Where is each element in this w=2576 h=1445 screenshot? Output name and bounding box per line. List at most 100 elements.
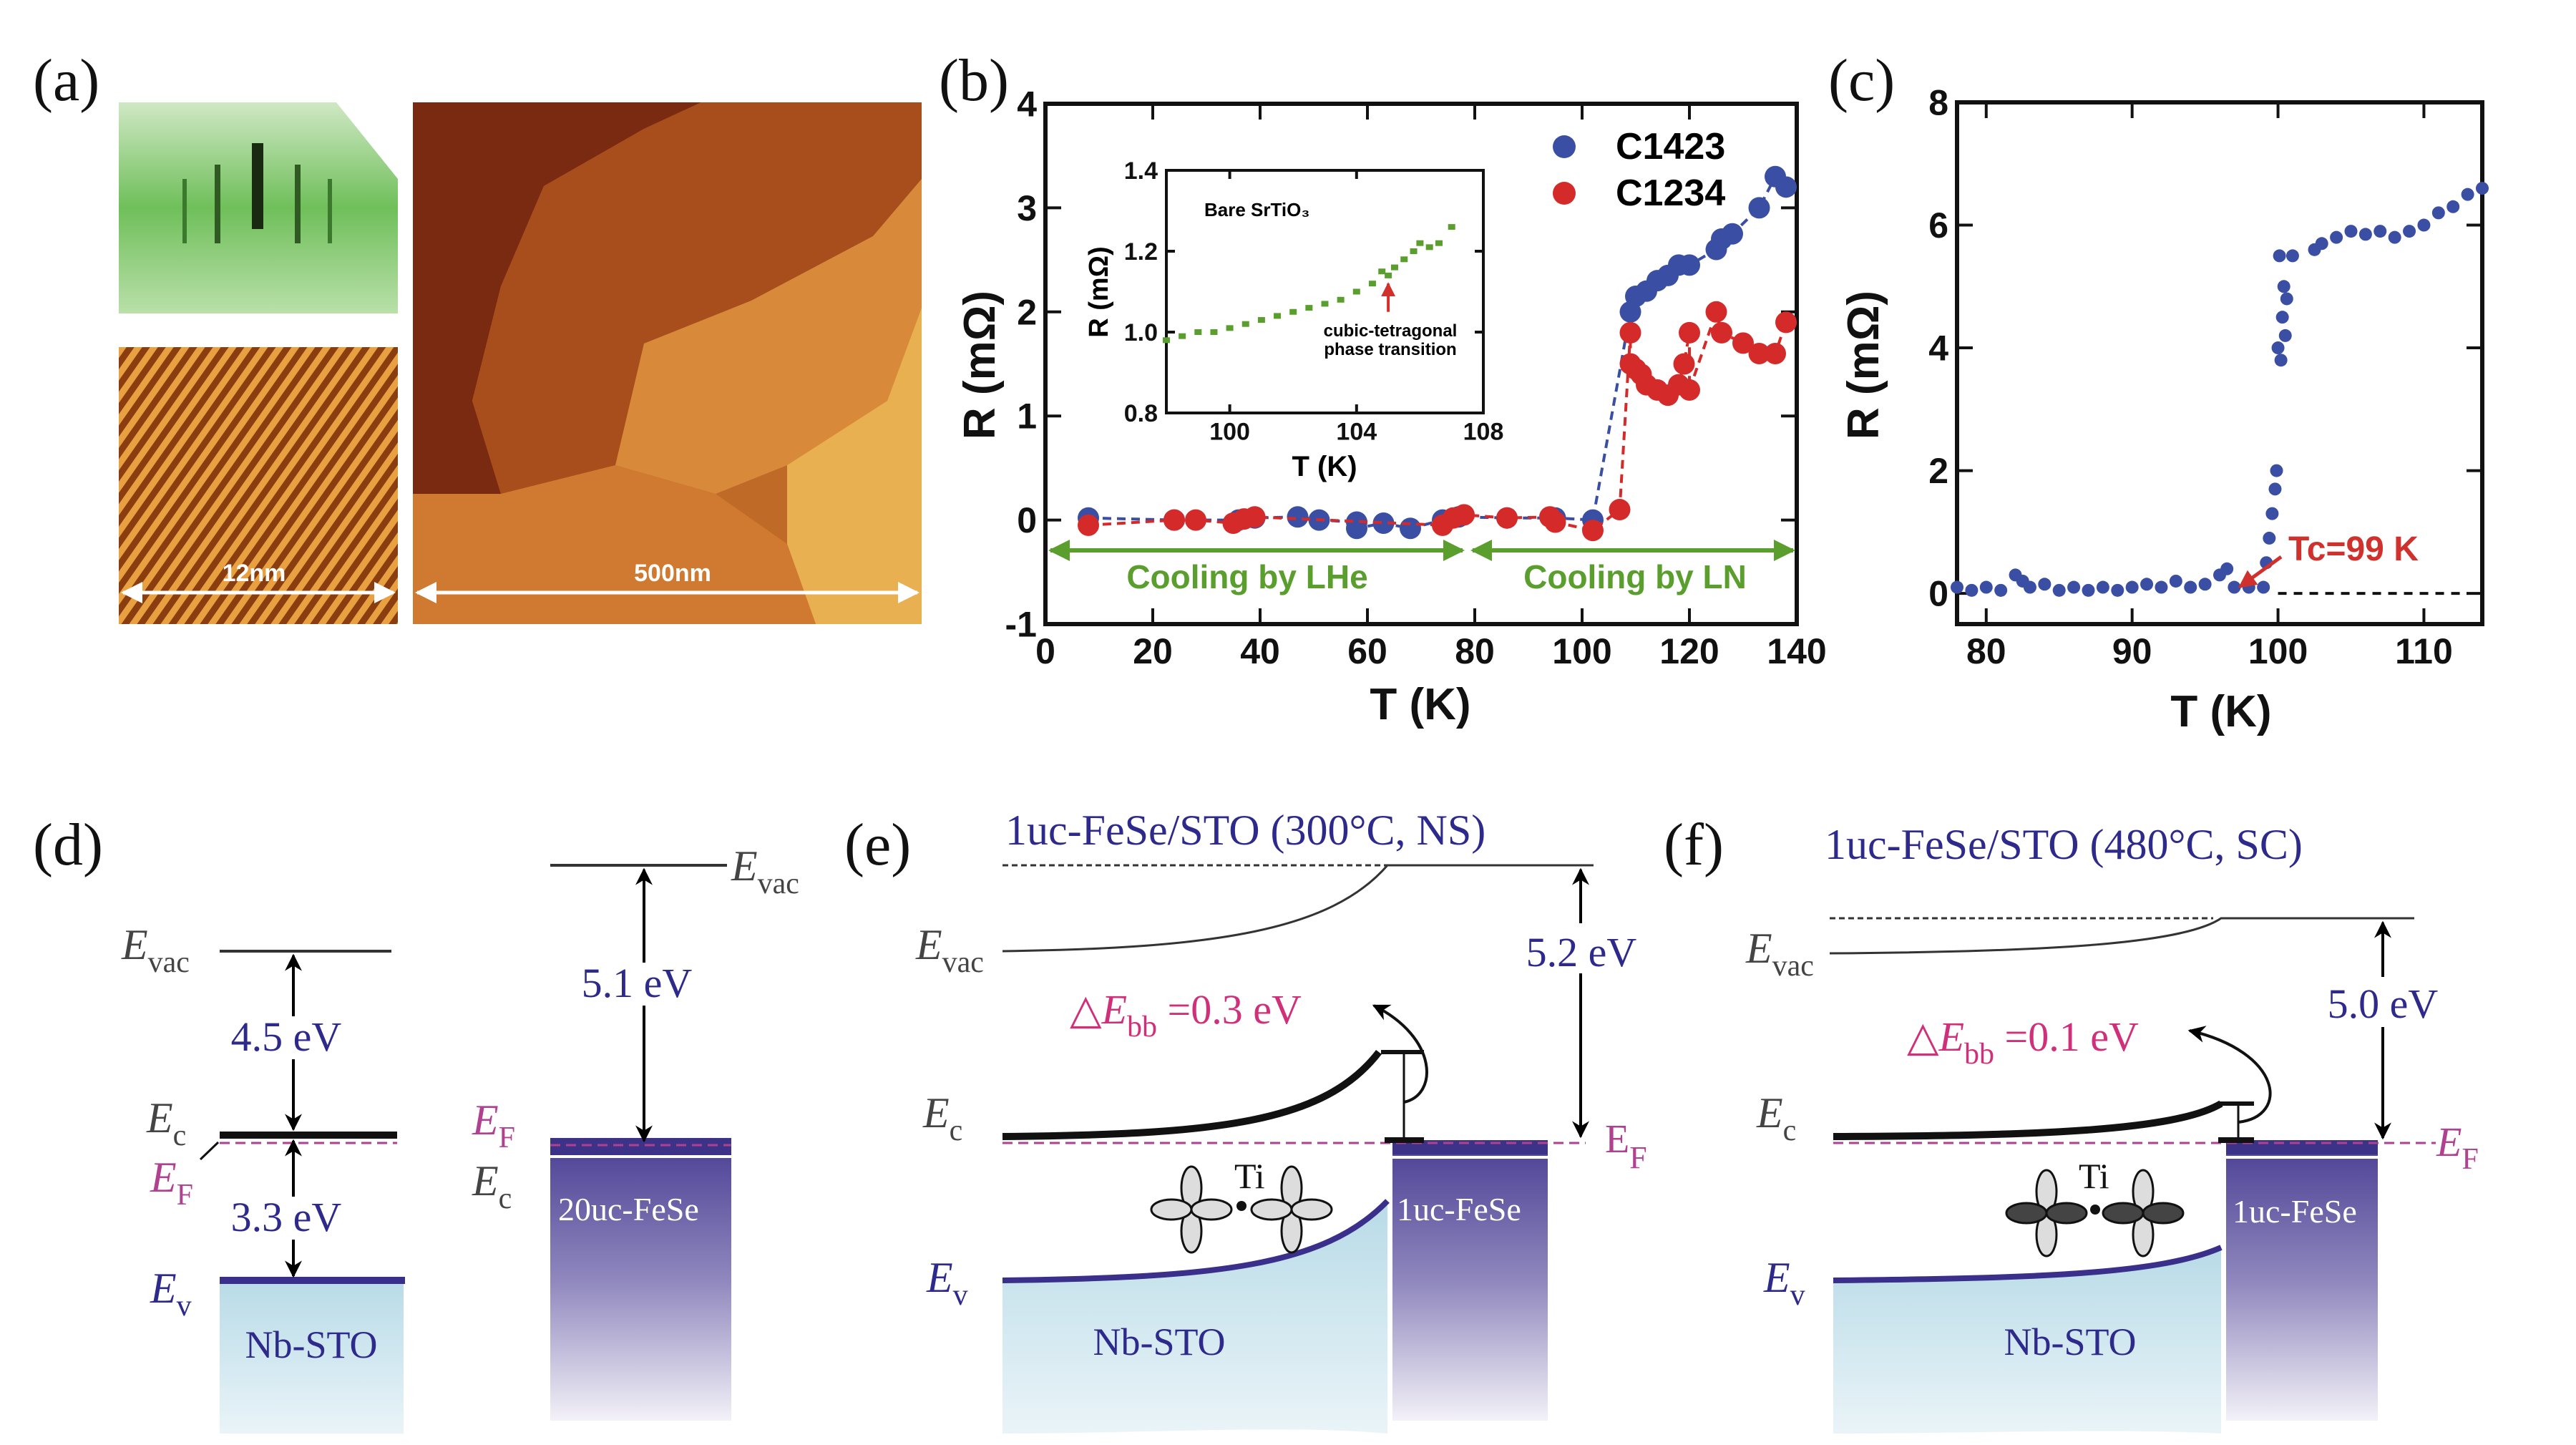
- panel-label-c: (c): [1828, 47, 1895, 114]
- legend-label-c1234: C1234: [1616, 172, 1725, 214]
- title-f: 1uc-FeSe/STO (480°C, SC): [1825, 821, 2303, 868]
- inset-data-point: [1378, 268, 1386, 275]
- data-point-c1234: [1185, 509, 1206, 531]
- data-point-c1423: [1400, 517, 1421, 540]
- data-point: [2446, 200, 2460, 213]
- data-point-c1234: [1705, 301, 1727, 323]
- chart-b-ylabel: R (mΩ): [955, 291, 1005, 439]
- nb-sto-region-f: [1833, 1247, 2221, 1434]
- chart-c-ticks: 80 90 100 110 0 2 4 6 8: [1928, 83, 2482, 671]
- inset-data-point: [1163, 337, 1170, 344]
- label-ef-f: EF: [2436, 1119, 2479, 1176]
- data-point: [2023, 580, 2036, 594]
- inset-xtick-label: 108: [1463, 418, 1504, 445]
- inset-data-point: [1352, 288, 1360, 295]
- inset-data-point: [1448, 224, 1455, 230]
- data-point: [2265, 507, 2279, 520]
- label-ef-e: EF: [1605, 1117, 1647, 1175]
- data-point: [2096, 580, 2109, 594]
- chart-b-ytick-label: 4: [1017, 84, 1037, 125]
- data-point: [2270, 464, 2283, 477]
- data-point-c1234: [1496, 507, 1518, 529]
- inset-ytick-label: 1.2: [1124, 238, 1158, 266]
- chart-c-frame: [1955, 100, 2484, 626]
- inset-data-point: [1321, 301, 1329, 307]
- ti-label-e: Ti: [1234, 1156, 1265, 1196]
- inset-annotation-line1: cubic-tetragonal: [1324, 321, 1458, 341]
- inset-data-point: [1274, 313, 1282, 319]
- inset-data-point: [1257, 317, 1265, 323]
- data-point-c1234: [1609, 499, 1631, 521]
- data-point-c1234: [1163, 509, 1185, 531]
- inset-xtick-label: 104: [1336, 418, 1377, 445]
- chart-b-xtick-label: 140: [1767, 631, 1826, 671]
- data-point-c1234: [1748, 342, 1770, 364]
- substrate-label-f: Nb-STO: [2004, 1320, 2136, 1363]
- label-evac-f: Evac: [1745, 925, 1814, 983]
- inset-data-point: [1416, 240, 1424, 246]
- data-point: [2082, 583, 2095, 597]
- data-point: [2184, 580, 2197, 594]
- panel-d: (d) 4.5 eV 3.3 eV Evac Ec EF Ev Nb-STO 5…: [33, 812, 799, 1434]
- label-ev-d: Ev: [150, 1265, 192, 1323]
- band-bending-f: △Ebb =0.1 eV: [1907, 1013, 2139, 1071]
- data-point: [2198, 578, 2212, 591]
- ec-curve-f: [1833, 1100, 2223, 1140]
- chart-b-xtick-label: 0: [1035, 631, 1055, 671]
- inset-data-point: [1368, 281, 1376, 287]
- chart-c-plot: [1951, 182, 2489, 597]
- panel-label-b: (b): [939, 47, 1009, 114]
- label-evac-d: Evac: [121, 921, 190, 979]
- inset-xtick-label: 100: [1209, 418, 1250, 445]
- nb-sto-block: [220, 1280, 404, 1434]
- inset-data-point: [1289, 308, 1297, 315]
- panel-label-d: (d): [33, 812, 103, 878]
- inset-data-point: [1435, 240, 1443, 246]
- data-point: [2344, 225, 2358, 238]
- data-point: [2052, 583, 2066, 597]
- panel-e: (e) 1uc-FeSe/STO (300°C, NS) 5.2 eV △Ebb…: [844, 807, 1653, 1434]
- work-function-5-0ev: 5.0 eV: [2328, 981, 2439, 1027]
- label-ec-d: Ec: [146, 1094, 186, 1152]
- stm-terrace-image: 500nm: [413, 102, 922, 624]
- chart-c-ytick-label: 0: [1928, 574, 1948, 614]
- chart-c-xlabel: T (K): [2170, 687, 2271, 736]
- ti-orbitals-e: Ti: [1150, 1156, 1333, 1254]
- inset-data-point: [1337, 296, 1345, 303]
- evac-curve-f: [1829, 917, 2414, 955]
- inset-annotation-line2: phase transition: [1324, 340, 1456, 359]
- fese-20uc-block: [550, 1138, 731, 1421]
- chart-b-xtick-label: 100: [1552, 631, 1611, 671]
- label-ev-f: Ev: [1763, 1254, 1805, 1312]
- data-point-c1234: [1078, 514, 1099, 536]
- inset-ytick-label: 1.0: [1124, 319, 1158, 346]
- chart-b-plot: [1078, 165, 1797, 542]
- gap-3-3ev: 3.3 eV: [231, 1194, 342, 1240]
- data-point: [2275, 311, 2289, 324]
- data-point-c1234: [1775, 311, 1797, 334]
- data-point-c1234: [1244, 506, 1266, 528]
- data-point-c1234: [1582, 520, 1604, 542]
- film-label-f: 1uc-FeSe: [2233, 1193, 2357, 1230]
- chart-c-ytick-label: 4: [1928, 329, 1948, 369]
- label-ef-d: EF: [150, 1154, 193, 1212]
- label-ev-e: Ev: [926, 1254, 968, 1312]
- inset-title: Bare SrTiO₃: [1204, 199, 1309, 220]
- inset-ticks: 100 104 108 0.8 1.0 1.2 1.4: [1124, 157, 1504, 446]
- chart-b-ytick-label: 0: [1017, 500, 1037, 540]
- panel-label-e: (e): [844, 812, 911, 878]
- scale-bar-large: 500nm: [634, 560, 711, 587]
- ti-label-f: Ti: [2079, 1156, 2109, 1196]
- label-ef-fese: EF: [472, 1096, 515, 1154]
- data-point-c1234: [1619, 321, 1641, 344]
- ev-band-e: [1002, 1199, 1390, 1283]
- data-point: [2278, 329, 2292, 342]
- panel-f: (f) 1uc-FeSe/STO (480°C, SC) 5.0 eV △Ebb…: [1664, 812, 2479, 1434]
- nb-sto-region-e: [1002, 1201, 1387, 1434]
- inset-data-point: [1194, 329, 1202, 335]
- data-point-c1234: [1711, 321, 1732, 344]
- tc-arrow: [2238, 555, 2283, 589]
